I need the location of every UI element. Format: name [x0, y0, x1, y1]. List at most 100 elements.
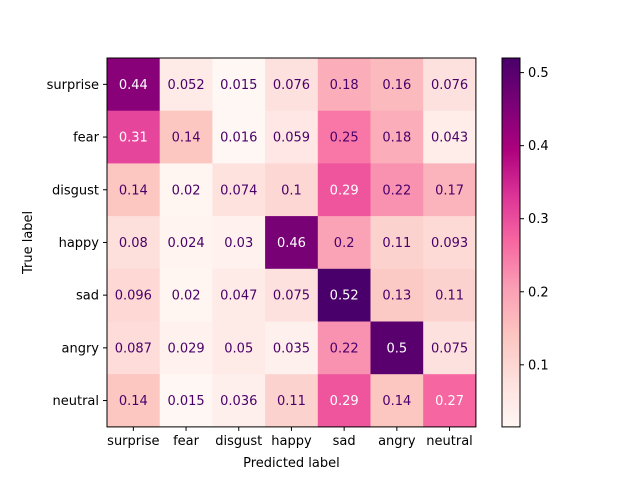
heatmap-cell: [370, 268, 424, 322]
cell-value: 0.024: [167, 236, 204, 251]
heatmap-cell: [423, 58, 477, 112]
y-tick-label: neutral: [53, 394, 100, 409]
heatmap-cell: [370, 216, 424, 270]
cell-value: 0.11: [382, 236, 411, 251]
heatmap-cell: [107, 163, 161, 217]
cell-value: 0.5: [387, 341, 408, 356]
cell-value: 0.52: [330, 289, 359, 304]
heatmap-cell: [107, 110, 161, 164]
heatmap-cell: [370, 110, 424, 164]
cell-value: 0.14: [119, 394, 148, 409]
cell-value: 0.08: [119, 236, 148, 251]
cell-value: 0.25: [330, 131, 359, 146]
cell-value: 0.11: [435, 289, 464, 304]
cell-value-labels: 0.44 0.052 0.015 0.076 0.18 0.16 0.076 0.31 0.14…: [115, 78, 468, 409]
cell-value: 0.46: [277, 236, 306, 251]
heatmap-cell: [423, 268, 477, 322]
cell-value: 0.02: [172, 289, 201, 304]
cell-value: 0.035: [273, 341, 310, 356]
y-tick-label: sad: [76, 289, 99, 304]
cell-value: 0.087: [115, 341, 152, 356]
cell-value: 0.036: [220, 394, 257, 409]
colorbar-tick-label: 0.1: [528, 358, 549, 373]
x-tick-label: neutral: [426, 434, 473, 449]
cell-value: 0.02: [172, 183, 201, 198]
heatmap-cell: [212, 268, 266, 322]
cell-value: 0.03: [224, 236, 253, 251]
heatmap-cell: [370, 321, 424, 375]
colorbar-ticks: 0.1 0.2 0.3 0.4 0.5: [520, 66, 549, 373]
cell-value: 0.18: [330, 78, 359, 93]
x-tick-label: sad: [333, 434, 356, 449]
cell-value: 0.44: [119, 78, 148, 93]
cell-value: 0.096: [115, 289, 152, 304]
cell-value: 0.27: [435, 394, 464, 409]
cell-value: 0.047: [220, 289, 257, 304]
heatmap-cell: [317, 374, 371, 428]
x-tick-label: angry: [378, 434, 416, 449]
cell-value: 0.075: [273, 289, 310, 304]
colorbar-tick-label: 0.5: [528, 66, 549, 81]
heatmap-cell: [265, 163, 319, 217]
heatmap-cell: [159, 374, 213, 428]
y-tick-label: fear: [73, 131, 100, 146]
heatmap-cell: [265, 110, 319, 164]
colorbar-tick-label: 0.2: [528, 285, 549, 300]
heatmap-cell: [159, 110, 213, 164]
heatmap-cell: [107, 268, 161, 322]
heatmap-cell: [159, 163, 213, 217]
heatmap-cell: [317, 216, 371, 270]
heatmap-cell: [107, 58, 161, 112]
heatmap-cell: [159, 321, 213, 375]
heatmap-cell: [423, 321, 477, 375]
cell-value: 0.015: [167, 394, 204, 409]
heatmap-cell: [265, 321, 319, 375]
heatmap-cell: [212, 321, 266, 375]
heatmap-cell: [265, 268, 319, 322]
x-tick-label: disgust: [215, 434, 262, 449]
heatmap-cell: [317, 163, 371, 217]
cell-value: 0.093: [431, 236, 468, 251]
heatmap-cell: [212, 163, 266, 217]
y-tick-label: disgust: [52, 183, 99, 198]
cell-value: 0.14: [382, 394, 411, 409]
y-tick-label: angry: [62, 341, 100, 356]
heatmap-cell: [423, 110, 477, 164]
heatmap-cell: [212, 110, 266, 164]
x-tick-label: fear: [173, 434, 200, 449]
cell-value: 0.052: [167, 78, 204, 93]
heatmap-cell: [212, 216, 266, 270]
x-axis-label: Predicted label: [243, 456, 340, 471]
heatmap-cell: [317, 58, 371, 112]
heatmap-cell: [317, 321, 371, 375]
heatmap-cells: [107, 58, 477, 428]
heatmap-cell: [370, 374, 424, 428]
heatmap-cell: [265, 216, 319, 270]
y-tick-label: happy: [59, 236, 100, 251]
heatmap-cell: [370, 58, 424, 112]
cell-value: 0.11: [277, 394, 306, 409]
colorbar: [501, 57, 521, 428]
heatmap-cell: [159, 268, 213, 322]
cell-value: 0.074: [220, 183, 257, 198]
cell-value: 0.22: [382, 183, 411, 198]
cell-value: 0.015: [220, 78, 257, 93]
cell-value: 0.016: [220, 131, 257, 146]
cell-value: 0.059: [273, 131, 310, 146]
colorbar-tick-label: 0.4: [528, 139, 549, 154]
cell-value: 0.1: [281, 183, 302, 198]
heatmap-cell: [265, 374, 319, 428]
cell-value: 0.31: [119, 131, 148, 146]
cell-value: 0.05: [224, 341, 253, 356]
x-axis-ticks: surprise fear disgust happy sad angry neutral: [107, 426, 473, 449]
y-axis-label: True label: [21, 211, 36, 275]
cell-value: 0.2: [334, 236, 355, 251]
y-tick-label: surprise: [47, 78, 99, 93]
heatmap-cell: [423, 216, 477, 270]
cell-value: 0.13: [382, 289, 411, 304]
heatmap-cell: [423, 374, 477, 428]
cell-value: 0.029: [167, 341, 204, 356]
cell-value: 0.043: [431, 131, 468, 146]
heatmap-cell: [107, 216, 161, 270]
